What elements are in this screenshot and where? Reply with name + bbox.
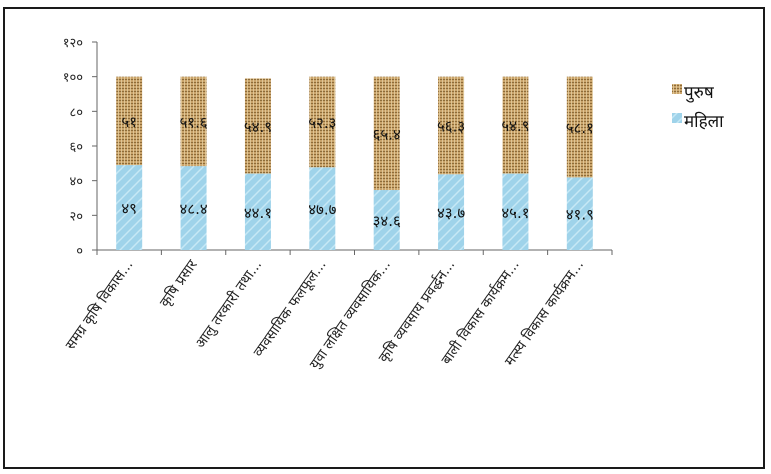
bar-segment-male (309, 76, 336, 168)
bar-segment-male (116, 76, 143, 166)
bar-segment-female (438, 174, 465, 250)
data-label: ४९ (121, 200, 137, 218)
chart-category-labels: समग्र कृषि विकास... कृषि प्रसारआलु तरकारी… (62, 256, 587, 372)
data-label: ५१.६ (179, 113, 207, 131)
bar-segment-male (180, 76, 207, 167)
bar-segment-male (244, 78, 271, 174)
x-category-label: समग्र कृषि विकास... (62, 257, 137, 353)
bar-segment-male (566, 76, 593, 178)
y-tick-label: १०० (63, 71, 83, 86)
bar-segment-female (373, 190, 400, 250)
data-label: ५६.३ (437, 117, 465, 135)
data-label: ५२.३ (308, 114, 336, 132)
data-label: ४७.७ (308, 201, 336, 219)
y-tick-label: ८० (69, 105, 83, 120)
x-category-label: व्यवसायिक फलफूल... (250, 257, 330, 361)
bar-segment-male (502, 76, 529, 174)
data-label: ५४.९ (244, 118, 272, 136)
y-tick-label: २० (69, 209, 83, 224)
data-label: ५८.१ (566, 119, 594, 137)
y-tick-label: ० (76, 244, 83, 259)
legend-label: महिला (684, 111, 724, 132)
y-tick-label: ६० (69, 140, 83, 155)
bar-segment-female (244, 173, 271, 250)
y-tick-label: ४० (69, 175, 83, 190)
data-label: ६५.४ (373, 125, 401, 143)
legend-swatch (672, 113, 682, 123)
y-tick-label: १२० (63, 36, 83, 51)
data-label: ४३.७ (437, 204, 465, 222)
bar-segment-male (438, 76, 465, 175)
legend-swatch (672, 84, 682, 94)
bar-segment-female (180, 166, 207, 250)
bar-segment-female (566, 177, 593, 250)
bar-segment-male (373, 76, 400, 191)
data-label: ५१ (121, 113, 137, 131)
bar-segment-female (502, 173, 529, 250)
data-label: ५४.९ (501, 117, 529, 135)
data-label: ४१.९ (566, 206, 594, 224)
chart-axes: ० २० ४० ६० ८० १०० १२० (63, 36, 613, 259)
bar-segment-female (309, 167, 336, 250)
chart-data-labels: ४९ ५१ ४८.४ ५१.६ ४४.१ ५४.९ ४७.७ ५२.३ ३४.६ ६५.४ ४३.७… (121, 113, 594, 230)
chart-bars (116, 76, 593, 250)
legend-label: पुरुष (684, 83, 715, 103)
data-label: ३४.६ (373, 212, 401, 230)
data-label: ४४.१ (244, 204, 272, 222)
bar-segment-female (116, 165, 143, 250)
data-label: ४५.१ (501, 204, 529, 222)
x-category-label: आलु तरकारी तथा... (192, 257, 266, 352)
data-label: ४८.४ (179, 200, 207, 218)
chart-legend: पुरुष महिला (672, 83, 724, 132)
x-category-label: कृषि प्रसार (156, 256, 201, 310)
